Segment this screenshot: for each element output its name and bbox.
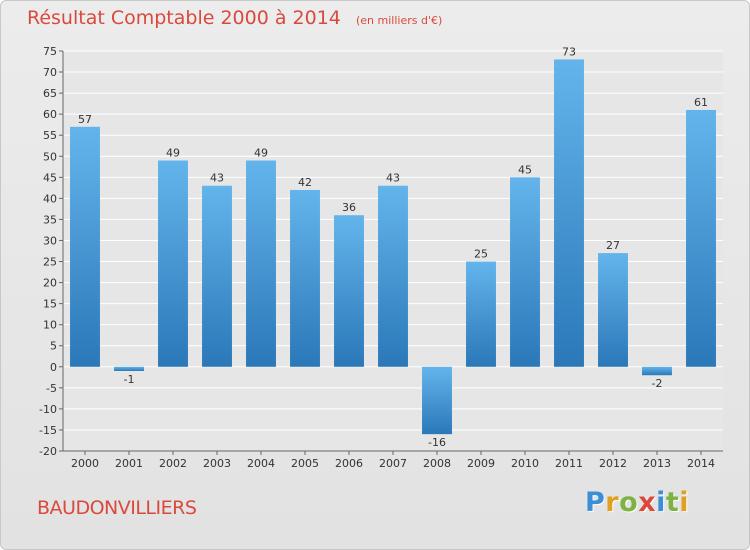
y-tick-label: -15 <box>39 424 57 437</box>
x-tick-label: 2000 <box>71 457 99 470</box>
logo-letter: i <box>679 487 690 518</box>
bar <box>378 185 408 367</box>
y-tick-label: -10 <box>39 403 57 416</box>
logo-letter: P <box>585 487 606 518</box>
bar <box>598 253 628 367</box>
x-tick-label: 2008 <box>423 457 451 470</box>
x-tick-label: 2009 <box>467 457 495 470</box>
logo-letter: x <box>638 487 657 518</box>
x-tick-label: 2003 <box>203 457 231 470</box>
y-tick-label: 20 <box>43 277 57 290</box>
data-label: -16 <box>428 436 446 449</box>
bar <box>686 109 716 367</box>
bar <box>114 366 144 371</box>
data-label: -2 <box>652 377 663 390</box>
x-tick-label: 2006 <box>335 457 363 470</box>
x-tick-label: 2004 <box>247 457 275 470</box>
data-label: 43 <box>210 172 224 185</box>
y-tick-label: -20 <box>39 445 57 458</box>
x-tick-label: 2007 <box>379 457 407 470</box>
y-tick-label: 25 <box>43 256 57 269</box>
y-tick-label: 35 <box>43 213 57 226</box>
bar <box>290 189 320 367</box>
logo-letter: r <box>605 487 620 518</box>
y-tick-label: 40 <box>43 192 57 205</box>
x-tick-label: 2001 <box>115 457 143 470</box>
x-tick-label: 2005 <box>291 457 319 470</box>
chart-title: Résultat Comptable 2000 à 2014 (en milli… <box>27 7 442 29</box>
bar <box>466 261 496 367</box>
y-tick-label: -5 <box>46 382 57 395</box>
data-label: 45 <box>518 163 532 176</box>
y-tick-label: 50 <box>43 150 57 163</box>
y-tick-label: 45 <box>43 171 57 184</box>
bar <box>158 160 188 367</box>
logo-letter: i <box>656 487 666 518</box>
bar <box>70 126 100 367</box>
data-label: 36 <box>342 201 356 214</box>
y-tick-label: 55 <box>43 129 57 142</box>
x-tick-label: 2013 <box>643 457 671 470</box>
bar <box>246 160 276 367</box>
bar <box>510 177 540 367</box>
y-tick-label: 15 <box>43 298 57 311</box>
y-tick-label: 0 <box>50 361 57 374</box>
data-label: 73 <box>562 45 576 58</box>
y-tick-label: 70 <box>43 66 57 79</box>
y-tick-label: 75 <box>43 45 57 58</box>
proxiti-logo: Proxiti <box>585 487 689 518</box>
bar <box>334 215 364 367</box>
logo-letter: t <box>665 487 680 518</box>
data-label: 25 <box>474 248 488 261</box>
data-label: 57 <box>78 113 92 126</box>
y-tick-label: 10 <box>43 319 57 332</box>
bar <box>202 185 232 367</box>
commune-name: BAUDONVILLIERS <box>37 497 197 519</box>
x-tick-label: 2002 <box>159 457 187 470</box>
bar <box>554 59 584 367</box>
unit-note: (en milliers d'€) <box>355 14 443 27</box>
data-label: 49 <box>254 146 268 159</box>
x-tick-label: 2014 <box>687 457 715 470</box>
data-label: -1 <box>124 373 135 386</box>
data-label: 49 <box>166 146 180 159</box>
x-tick-label: 2011 <box>555 457 583 470</box>
title-text: Résultat Comptable 2000 à 2014 <box>27 7 341 29</box>
bar <box>422 366 452 435</box>
x-tick-label: 2010 <box>511 457 539 470</box>
bar <box>642 366 672 376</box>
data-label: 42 <box>298 176 312 189</box>
x-tick-label: 2012 <box>599 457 627 470</box>
data-label: 43 <box>386 172 400 185</box>
logo-letter: o <box>619 487 639 518</box>
y-tick-label: 60 <box>43 108 57 121</box>
data-label: 27 <box>606 239 620 252</box>
y-tick-label: 30 <box>43 234 57 247</box>
data-label: 61 <box>694 96 708 109</box>
y-tick-label: 5 <box>50 340 57 353</box>
y-tick-label: 65 <box>43 87 57 100</box>
